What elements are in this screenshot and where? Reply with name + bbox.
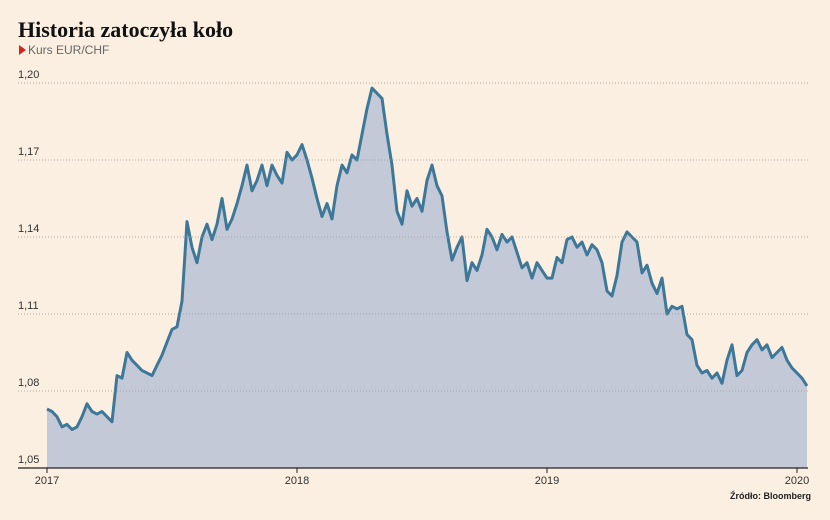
y-tick-label: 1,05 xyxy=(18,454,39,466)
y-tick-label: 1,20 xyxy=(18,69,39,81)
line xyxy=(46,86,809,431)
chart-subtitle: Kurs EUR/CHF xyxy=(28,43,109,57)
y-tick-label: 1,11 xyxy=(18,300,39,312)
chart-title: Historia zatoczyła koło xyxy=(18,17,233,42)
subtitle-marker xyxy=(19,45,26,55)
y-tick-label: 1,08 xyxy=(18,377,39,389)
area xyxy=(47,88,807,468)
x-tick-label: 2019 xyxy=(535,475,559,487)
source: Źródło: Bloomberg xyxy=(730,491,811,501)
y-tick-label: 1,14 xyxy=(18,223,39,235)
y-tick-label: 1,17 xyxy=(18,146,39,158)
x-tick-label: 2018 xyxy=(285,475,309,487)
x-tick-label: 2020 xyxy=(785,475,809,487)
x-tick-label: 2017 xyxy=(35,475,59,487)
